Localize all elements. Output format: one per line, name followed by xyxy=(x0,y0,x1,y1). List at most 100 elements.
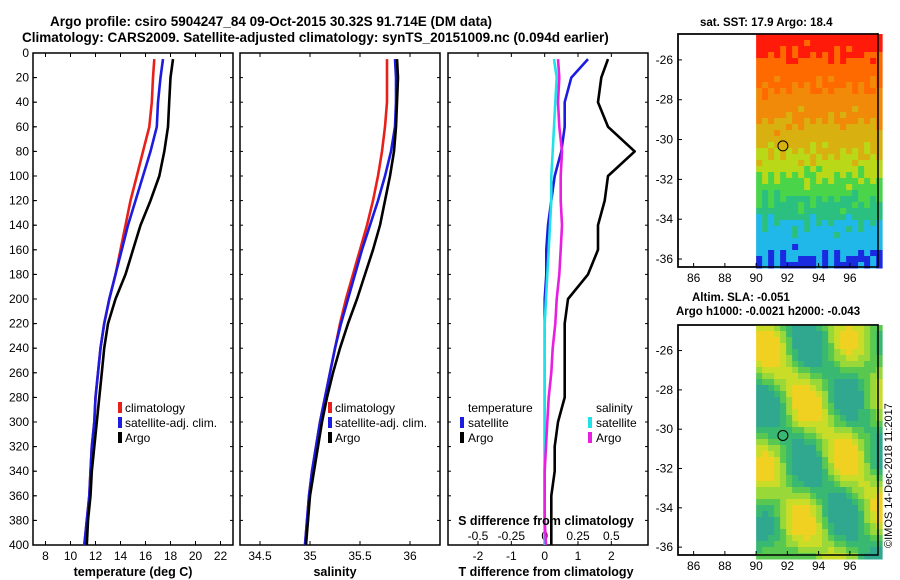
map-cell xyxy=(840,505,847,512)
map-cell xyxy=(768,541,775,548)
map-cell xyxy=(798,433,805,440)
map-cell xyxy=(786,517,793,524)
map-cell xyxy=(858,541,865,548)
map-cell xyxy=(834,397,841,404)
map-cell xyxy=(816,208,823,215)
map-cell xyxy=(870,487,877,494)
map-cell xyxy=(804,409,811,416)
map-cell xyxy=(756,142,763,149)
map-cell xyxy=(864,100,871,107)
map-cell xyxy=(822,445,829,452)
map-cell xyxy=(756,196,763,203)
x-tick-label: 10 xyxy=(64,549,78,563)
map-cell xyxy=(768,361,775,368)
map-cell xyxy=(864,361,871,368)
map-cell xyxy=(870,100,877,107)
map-cell xyxy=(810,547,817,554)
map-cell xyxy=(762,256,769,263)
map-cell xyxy=(804,445,811,452)
map-cell xyxy=(798,505,805,512)
map-cell xyxy=(834,34,841,41)
map-cell xyxy=(810,355,817,362)
map-cell xyxy=(816,397,823,404)
map-cell xyxy=(840,34,847,41)
map-cell xyxy=(846,397,853,404)
map-cell xyxy=(774,373,781,380)
map-cell xyxy=(852,427,859,434)
map-cell xyxy=(840,52,847,59)
map-cell xyxy=(876,349,883,356)
map-cell xyxy=(870,331,877,338)
map-cell xyxy=(816,76,823,83)
map-cell xyxy=(786,166,793,173)
map-cell xyxy=(804,148,811,155)
map-cell xyxy=(798,547,805,554)
map-cell xyxy=(774,172,781,179)
map-cell xyxy=(810,160,817,167)
map-cell xyxy=(756,409,763,416)
map-cell xyxy=(840,142,847,149)
map-cell xyxy=(864,262,871,269)
map-cell xyxy=(852,148,859,155)
map-cell xyxy=(852,196,859,203)
map-cell xyxy=(858,445,865,452)
map-cell xyxy=(828,118,835,125)
depth-axis: 0204060801001201401601802002202402602803… xyxy=(9,46,37,552)
map-cell xyxy=(780,355,787,362)
map-cell xyxy=(804,469,811,476)
map-cell xyxy=(834,361,841,368)
map-cell xyxy=(858,160,865,167)
map-cell xyxy=(870,523,877,530)
map-cell xyxy=(810,148,817,155)
map-cell xyxy=(774,475,781,482)
map-cell xyxy=(810,112,817,119)
map-cell xyxy=(762,154,769,161)
map-cell xyxy=(798,124,805,131)
map-cell xyxy=(762,529,769,536)
map-cell xyxy=(834,226,841,233)
map-cell xyxy=(834,142,841,149)
map-cell xyxy=(846,427,853,434)
map-cell xyxy=(822,415,829,422)
map-cell xyxy=(840,529,847,536)
map-cell xyxy=(834,52,841,59)
map-cell xyxy=(804,172,811,179)
map-cell xyxy=(846,148,853,155)
map-cell xyxy=(774,136,781,143)
map-cell xyxy=(846,409,853,416)
map-cell xyxy=(816,433,823,440)
map-cell xyxy=(858,208,865,215)
map-cell xyxy=(876,88,883,95)
map-cell xyxy=(822,64,829,71)
map-cell xyxy=(846,202,853,209)
depth-tick-label: 360 xyxy=(9,489,29,503)
map-cell xyxy=(798,160,805,167)
map-cell xyxy=(816,184,823,191)
map-cell xyxy=(768,112,775,119)
map-cell xyxy=(846,379,853,386)
map-cell xyxy=(840,82,847,89)
map-cell xyxy=(774,391,781,398)
lon-tick-label: 88 xyxy=(718,559,732,573)
map-cell xyxy=(810,64,817,71)
map-cell xyxy=(828,421,835,428)
map-cell xyxy=(864,184,871,191)
map-cell xyxy=(756,70,763,77)
map-cell xyxy=(816,391,823,398)
map-cell xyxy=(768,403,775,410)
map-cell xyxy=(834,64,841,71)
map-cell xyxy=(786,238,793,245)
map-cell xyxy=(822,439,829,446)
map-cell xyxy=(756,172,763,179)
map-cell xyxy=(810,463,817,470)
map-cell xyxy=(858,415,865,422)
map-cell xyxy=(834,445,841,452)
map-cell xyxy=(762,238,769,245)
map-cell xyxy=(876,256,883,263)
depth-tick-label: 0 xyxy=(22,46,29,60)
map-cell xyxy=(774,130,781,137)
map-cell xyxy=(798,226,805,233)
map-cell xyxy=(804,238,811,245)
map-cell xyxy=(816,523,823,530)
map-cell xyxy=(816,172,823,179)
